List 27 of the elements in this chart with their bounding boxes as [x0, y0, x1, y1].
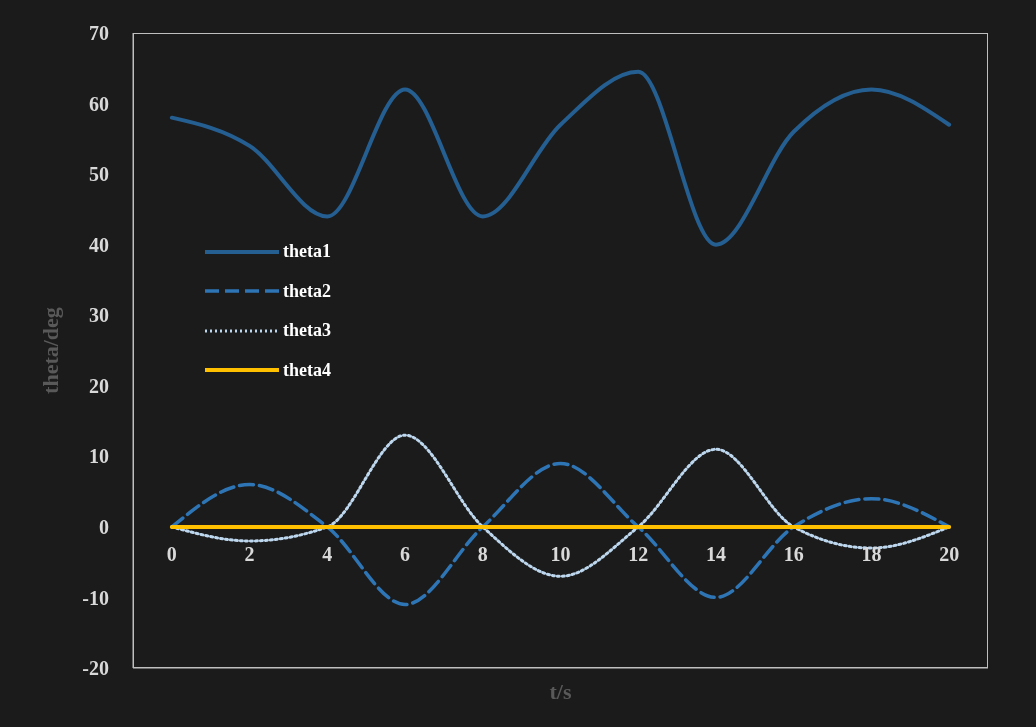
legend-label: theta1: [283, 241, 331, 263]
y-tick-label: 0: [99, 515, 109, 538]
legend-label: theta3: [283, 320, 331, 342]
x-tick-label: 4: [322, 542, 333, 565]
y-tick-label: -20: [82, 657, 109, 680]
x-tick-label: 14: [705, 542, 726, 565]
y-tick-label: 10: [89, 445, 109, 468]
legend-label: theta2: [283, 280, 331, 302]
y-tick-label: 70: [89, 22, 109, 45]
y-tick-label: 20: [89, 374, 109, 397]
x-tick-label: 6: [400, 542, 411, 565]
y-tick-label: 60: [89, 92, 109, 115]
y-tick-label: 50: [89, 163, 109, 186]
x-tick-label: 2: [244, 542, 255, 565]
x-tick-label: 20: [939, 542, 960, 565]
legend-label: theta4: [283, 359, 331, 381]
y-tick-label: 30: [89, 304, 109, 327]
y-tick-label: -10: [82, 586, 109, 609]
y-axis-title: theta/deg: [37, 307, 63, 394]
x-tick-label: 16: [783, 542, 804, 565]
x-tick-label: 0: [166, 542, 177, 565]
x-tick-label: 10: [550, 542, 571, 565]
x-axis-title: t/s: [549, 679, 572, 704]
x-tick-label: 12: [628, 542, 649, 565]
x-tick-label: 8: [477, 542, 488, 565]
y-tick-label: 40: [89, 233, 109, 256]
x-tick-label: 18: [861, 542, 882, 565]
